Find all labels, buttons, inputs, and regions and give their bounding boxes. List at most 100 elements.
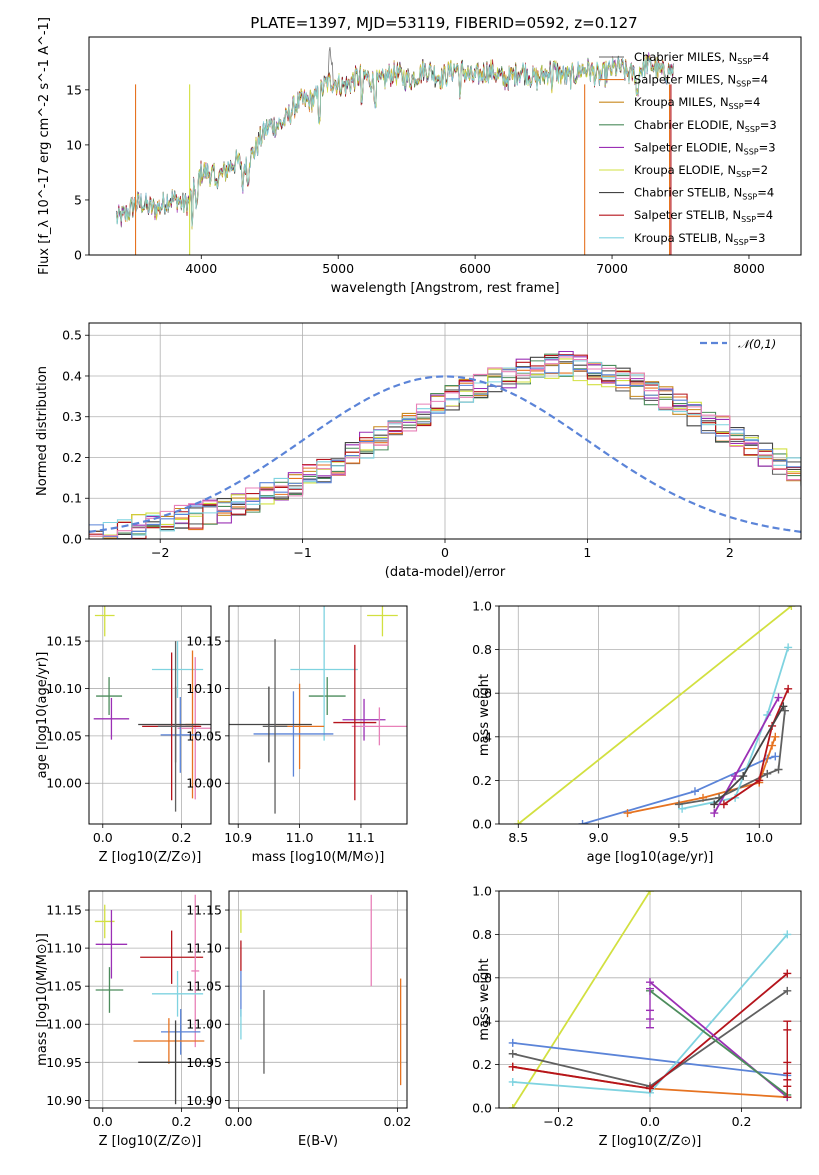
tick-label-y: 11.15 [46, 903, 82, 918]
tick-label-y: 11.05 [186, 979, 222, 994]
x-axis-label: Z [log10(Z/Z⊙)] [599, 1134, 702, 1149]
series-marker [578, 820, 587, 824]
series-marker [774, 693, 783, 702]
x-axis-label: mass [log10(M/M⊙)] [252, 850, 385, 865]
tick-label-y: 11.15 [186, 903, 222, 918]
tick-label-y: 10.05 [46, 728, 82, 743]
residuals-axes: −2 −1 0 1 2 0.0 0.1 0.2 0.3 0.4 0.5 (data-model)/er… [35, 323, 801, 580]
series-marker [690, 787, 699, 796]
series-line [511, 891, 651, 1108]
series-marker [710, 800, 719, 809]
legend-sub: SSP [737, 57, 752, 66]
histogram-chabrier_stelib [89, 356, 801, 539]
histogram-pink [89, 356, 801, 537]
series-marker [508, 1038, 517, 1047]
tick-label-y: 1.0 [472, 884, 492, 899]
series-marker [763, 769, 772, 778]
tick-label-y: 11.00 [46, 1017, 82, 1032]
mass_vs_ebv-axes: 0.00 0.02 10.90 10.95 11.00 11.05 11.10 11.15 E(… [186, 891, 411, 1149]
tick-label-x: 0.2 [172, 830, 192, 845]
series-marker [508, 1104, 517, 1108]
tick-label-y: 10.90 [186, 1093, 222, 1108]
tick-label-y: 0.2 [472, 773, 492, 788]
series-marker [623, 809, 632, 818]
tick-label-x: −1 [293, 545, 311, 560]
tick-label-x: 8.5 [508, 830, 528, 845]
spectrum-frame [88, 36, 802, 256]
legend-entry: Chabrier MILES, NSSP=4 [634, 50, 769, 66]
legend-tail: =4 [756, 208, 773, 222]
tick-label-x: 10.9 [224, 830, 252, 845]
tick-label-x: 9.5 [669, 830, 689, 845]
x-axis-label: (data-model)/error [385, 565, 506, 580]
age_vs_Z-errorbars [93, 606, 211, 812]
tick-label-x: 4000 [185, 261, 217, 276]
legend-tail: =3 [760, 118, 777, 132]
tick-label-y: 0.2 [62, 450, 82, 465]
tick-label-y: 0.5 [62, 328, 82, 343]
series-marker [784, 684, 793, 693]
massweight_vs_age-lines [514, 606, 796, 824]
series-marker [783, 986, 792, 995]
spectrum-chabrier_elodie [116, 54, 674, 229]
spectrum-salpeter_stelib [116, 54, 674, 229]
histogram-chabrier_miles [89, 354, 801, 539]
tick-label-y: 10.95 [46, 1055, 82, 1070]
tick-label-y: 15 [66, 82, 82, 97]
spectrum-kroupa_stelib [116, 57, 674, 227]
series-line [681, 647, 789, 810]
series-marker [674, 800, 683, 809]
tick-label-y: 5 [74, 192, 82, 207]
series-marker [719, 800, 728, 809]
series-marker [783, 969, 792, 978]
tick-label-y: 10.15 [186, 634, 222, 649]
massweight_vs_Z-axes: −0.2 0.0 0.2 0.0 0.2 0.4 0.6 0.8 1.0 Z [log10(Z/Z… [472, 884, 801, 1149]
tick-label-x: 11.1 [347, 830, 375, 845]
tick-label-y: 0.0 [62, 532, 82, 547]
legend-tail: =4 [757, 186, 774, 200]
y-axis-label: mass weight [477, 958, 492, 1040]
series-marker [710, 809, 719, 818]
histogram-blue [89, 354, 801, 539]
legend-sub: SSP [736, 80, 751, 89]
tick-label-y: 0.0 [472, 1101, 492, 1116]
tick-label-y: 10.10 [46, 681, 82, 696]
legend-tail: =4 [744, 95, 761, 109]
series-line [512, 1042, 788, 1077]
y-axis-label: Flux [f_λ 10^-17 erg cm^-2 s^-1 A^-1] [37, 17, 52, 275]
tick-label-x: 11.0 [286, 830, 314, 845]
spectrum-legend: Chabrier MILES, NSSP=4 Salpeter MILES, NS… [599, 50, 777, 247]
legend-sub: SSP [736, 170, 751, 179]
series-line [723, 688, 789, 806]
tick-label-x: 1 [583, 545, 591, 560]
tick-label-y: 0 [74, 248, 82, 263]
series-line [713, 705, 785, 806]
series-marker [514, 820, 523, 824]
series-marker [646, 1084, 654, 1093]
series-marker [739, 772, 748, 781]
x-axis-label: E(B-V) [298, 1134, 338, 1149]
series-marker [779, 702, 788, 711]
tick-label-y: 0.4 [62, 368, 82, 383]
tick-label-y: 0.1 [62, 491, 82, 506]
series-marker [774, 765, 783, 774]
histogram-chabrier_elodie [89, 353, 801, 539]
series-line [649, 990, 788, 1096]
age_vs_mass-frame [228, 605, 408, 825]
legend-sub: SSP [744, 147, 759, 156]
series-marker [787, 606, 796, 610]
tick-label-x: −2 [151, 545, 169, 560]
tick-label-x: 0.02 [384, 1114, 412, 1129]
tick-label-x: 0 [441, 545, 449, 560]
age_vs_Z-frame [88, 605, 212, 825]
legend-tail: =2 [751, 163, 768, 177]
series-marker [755, 776, 764, 785]
series-marker [508, 1062, 517, 1071]
tick-label-y: 0.6 [472, 970, 492, 985]
series-marker [771, 732, 780, 741]
tick-label-y: 0.3 [62, 409, 82, 424]
legend-entry: Salpeter MILES, NSSP=4 [634, 73, 768, 89]
legend-entry: Kroupa ELODIE, NSSP=2 [634, 163, 768, 179]
legend-entry: Chabrier STELIB, NSSP=4 [634, 186, 774, 202]
